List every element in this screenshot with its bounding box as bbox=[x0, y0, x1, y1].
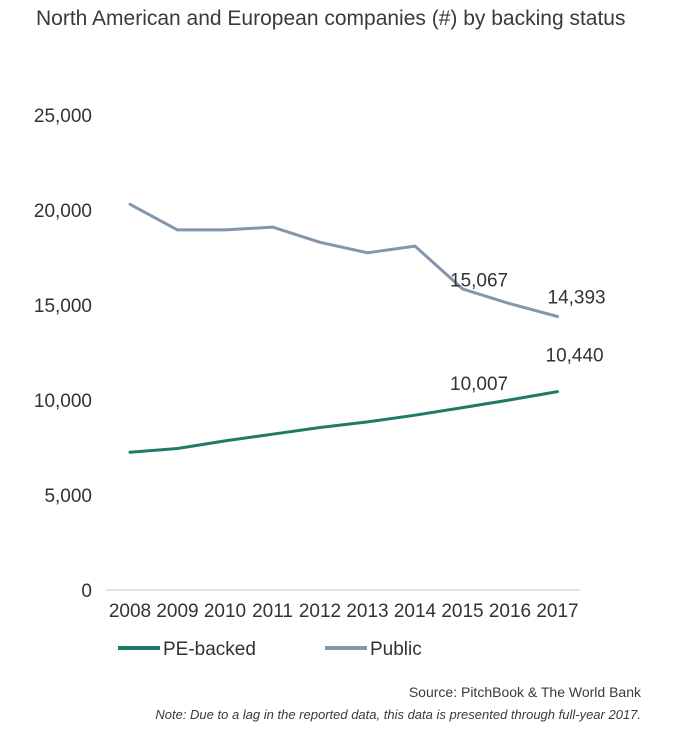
data-label: 10,440 bbox=[546, 346, 604, 367]
series-line-pe-backed bbox=[128, 390, 559, 454]
x-tick-label: 2012 bbox=[299, 601, 341, 622]
x-tick-label: 2009 bbox=[156, 601, 198, 622]
x-tick-label: 2015 bbox=[441, 601, 483, 622]
y-tick-label: 5,000 bbox=[44, 486, 92, 507]
source-text: Source: PitchBook & The World Bank bbox=[408, 684, 641, 700]
series-line-public bbox=[128, 202, 559, 318]
y-tick-label: 20,000 bbox=[34, 201, 92, 222]
data-label: 14,393 bbox=[548, 288, 606, 309]
x-tick-label: 2013 bbox=[346, 601, 388, 622]
line-chart: 0 5,000 10,000 15,000 20,000 25,000 2008 2009 2… bbox=[34, 106, 606, 660]
y-tick-label: 10,000 bbox=[34, 391, 92, 412]
legend-label: PE-backed bbox=[163, 639, 256, 660]
x-axis: 2008 2009 2010 2011 2012 2013 2014 2015 2016 2017 bbox=[106, 589, 580, 622]
x-tick-label: 2010 bbox=[204, 601, 246, 622]
legend-label: Public bbox=[370, 639, 422, 660]
x-tick-label: 2011 bbox=[252, 601, 293, 622]
data-label: 15,067 bbox=[450, 271, 508, 292]
x-tick-label: 2008 bbox=[109, 601, 151, 622]
data-labels: 10,007 10,440 15,067 14,393 bbox=[450, 271, 606, 395]
note-text: Note: Due to a lag in the reported data,… bbox=[155, 707, 641, 722]
y-tick-label: 0 bbox=[81, 581, 92, 602]
y-tick-label: 15,000 bbox=[34, 296, 92, 317]
plot-area bbox=[128, 202, 559, 454]
y-tick-label: 25,000 bbox=[34, 106, 92, 127]
y-axis: 0 5,000 10,000 15,000 20,000 25,000 bbox=[34, 106, 92, 602]
x-tick-label: 2016 bbox=[489, 601, 531, 622]
legend: PE-backed Public bbox=[118, 639, 422, 660]
chart-title: North American and European companies (#… bbox=[36, 7, 626, 30]
data-label: 10,007 bbox=[450, 374, 508, 395]
x-tick-label: 2014 bbox=[394, 601, 437, 622]
x-tick-label: 2017 bbox=[536, 601, 578, 622]
